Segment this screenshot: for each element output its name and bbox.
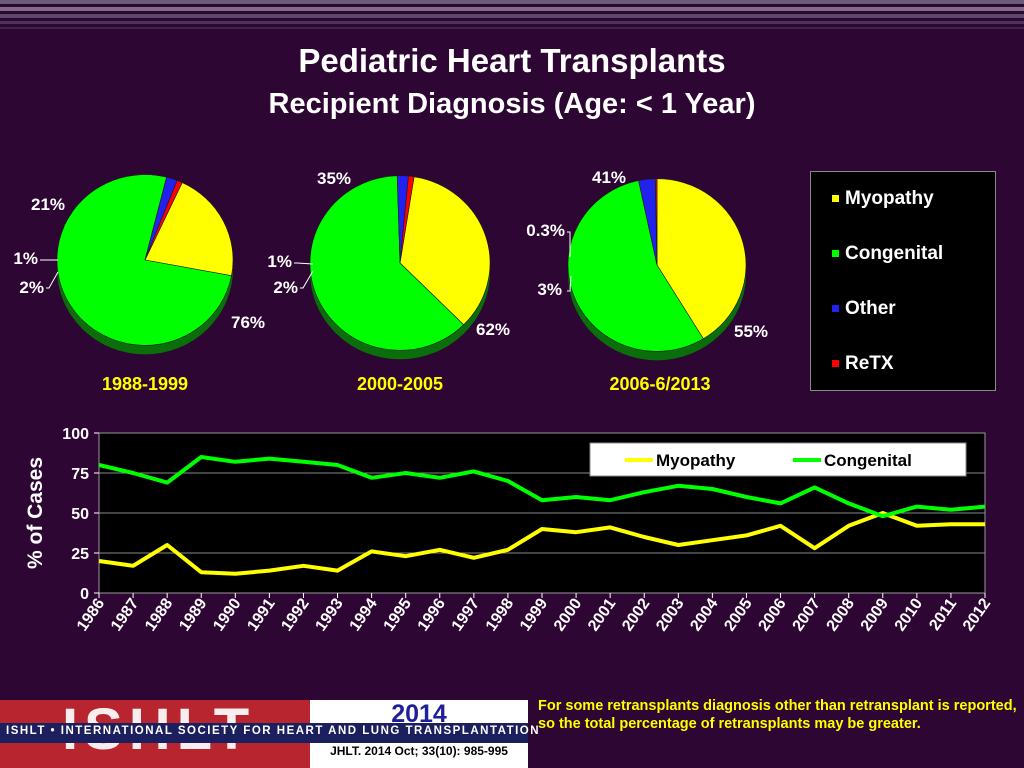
y-tick-label: 25 xyxy=(71,546,89,563)
pie-label-congenital: 55% xyxy=(734,322,768,341)
x-tick-label: 2012 xyxy=(960,595,994,634)
pie-leader-line xyxy=(567,275,572,292)
legend-label: ReTX xyxy=(845,353,894,374)
x-tick-label: 2011 xyxy=(926,595,960,633)
x-tick-label: 1992 xyxy=(278,595,312,634)
x-tick-label: 1999 xyxy=(517,595,551,634)
pie-label-other: 2% xyxy=(19,278,44,297)
pie-label-congenital: 76% xyxy=(231,313,265,332)
pie-label-myopathy: 35% xyxy=(317,169,351,188)
pie-slice-retx xyxy=(399,175,415,264)
legend-label: Myopathy xyxy=(845,188,934,209)
pie-label-retx: 1% xyxy=(13,249,38,268)
pie-slice-myopathy xyxy=(656,178,747,340)
series-line-congenital xyxy=(98,455,986,519)
pie-label-other: 3% xyxy=(537,280,562,299)
legend-label-congenital: Congenital xyxy=(824,451,912,470)
x-tick-label: 1989 xyxy=(176,595,210,634)
x-tick-label: 2004 xyxy=(687,595,721,634)
pie-label-retx: 1% xyxy=(267,252,292,271)
pie-slice-congenital xyxy=(567,180,704,352)
x-tick-label: 1988 xyxy=(142,595,176,634)
pie-period-label: 2006-6/2013 xyxy=(609,374,710,394)
legend-swatch-retx xyxy=(832,360,839,367)
pie-period-label: 2000-2005 xyxy=(357,374,443,394)
pie-label-myopathy: 41% xyxy=(592,168,626,187)
page-subtitle: Recipient Diagnosis (Age: < 1 Year) xyxy=(268,88,756,120)
x-tick-label: 2008 xyxy=(824,595,858,634)
pie-charts: 21% 76% 2% 1% 1988-1999 35% 62% 2% 1% 2000-2005 41… xyxy=(13,168,768,394)
page-title: Pediatric Heart Transplants xyxy=(298,42,726,79)
pie-leader-line xyxy=(294,262,314,265)
legend-label: Congenital xyxy=(845,243,944,264)
legend-item-myopathy: Myopathy xyxy=(832,188,934,210)
series-line-myopathy xyxy=(98,511,985,576)
x-tick-label: 2006 xyxy=(755,595,789,634)
pie-leader-line xyxy=(567,231,571,257)
pie-slice-congenital xyxy=(309,175,465,351)
pie-label-congenital: 62% xyxy=(476,320,510,339)
pie-label-other: 2% xyxy=(273,278,298,297)
x-tick-label: 1997 xyxy=(449,595,483,634)
pie-label-retx: 0.3% xyxy=(526,221,565,240)
x-tick-label: 2003 xyxy=(653,595,687,634)
pie-leader-line xyxy=(46,271,59,289)
legend-swatch-myopathy xyxy=(832,195,839,202)
y-tick-label: 0 xyxy=(80,586,89,603)
org-name: ISHLT • INTERNATIONAL SOCIETY FOR HEART … xyxy=(6,725,541,737)
x-tick-label: 1998 xyxy=(483,595,517,634)
legend-item-congenital: Congenital xyxy=(832,243,944,265)
x-tick-label: 2000 xyxy=(551,595,585,634)
pie-slice-congenital xyxy=(56,174,232,346)
x-tick-label: 2002 xyxy=(619,595,653,634)
x-tick-label: 1996 xyxy=(415,595,449,634)
x-tick-label: 1990 xyxy=(210,595,244,634)
line-legend: Myopathy Congenital xyxy=(589,442,967,477)
legend-label-myopathy: Myopathy xyxy=(656,451,736,470)
legend-swatch-congenital xyxy=(832,250,839,257)
footnote: For some retransplants diagnosis other t… xyxy=(538,698,1017,732)
x-tick-label: 2010 xyxy=(892,595,926,634)
pie-2: 35% 62% 2% 1% 2000-2005 xyxy=(267,169,510,394)
x-tick-label: 1987 xyxy=(108,595,142,634)
y-tick-label: 100 xyxy=(62,426,89,443)
legend-item-other: Other xyxy=(832,298,896,320)
pie-slice-myopathy xyxy=(144,182,234,277)
y-axis-label: % of Cases xyxy=(24,457,47,569)
pie-period-label: 1988-1999 xyxy=(102,374,188,394)
x-tick-label: 1991 xyxy=(244,595,278,634)
x-tick-label: 2001 xyxy=(585,595,619,634)
legend-swatch-other xyxy=(832,305,839,312)
x-tick-label: 1993 xyxy=(312,595,346,634)
y-tick-label: 50 xyxy=(71,506,89,523)
pie-1: 21% 76% 2% 1% 1988-1999 xyxy=(13,174,265,394)
x-tick-label: 1994 xyxy=(347,595,381,634)
legend-item-retx: ReTX xyxy=(832,353,894,375)
pie-3: 41% 55% 3% 0.3% 2006-6/2013 xyxy=(526,168,768,394)
pie-slice-myopathy xyxy=(399,176,491,326)
x-tick-label: 1986 xyxy=(74,595,108,634)
x-tick-label: 2007 xyxy=(790,595,824,634)
y-tick-label: 75 xyxy=(71,466,89,483)
pie-label-myopathy: 21% xyxy=(31,195,65,214)
x-tick-label: 2009 xyxy=(858,595,892,634)
header-stripes xyxy=(0,0,1024,29)
org-band: ISHLT • INTERNATIONAL SOCIETY FOR HEART … xyxy=(0,723,539,743)
journal-citation: JHLT. 2014 Oct; 33(10): 985-995 xyxy=(330,744,508,758)
legend-label: Other xyxy=(845,298,896,319)
x-tick-label: 2005 xyxy=(721,595,755,634)
pie-legend: Myopathy Congenital Other ReTX xyxy=(810,171,996,391)
x-tick-label: 1995 xyxy=(381,595,415,634)
pie-slice-retx xyxy=(655,178,658,266)
pie-slice-retx xyxy=(144,180,183,261)
pie-leader-line xyxy=(300,270,314,289)
